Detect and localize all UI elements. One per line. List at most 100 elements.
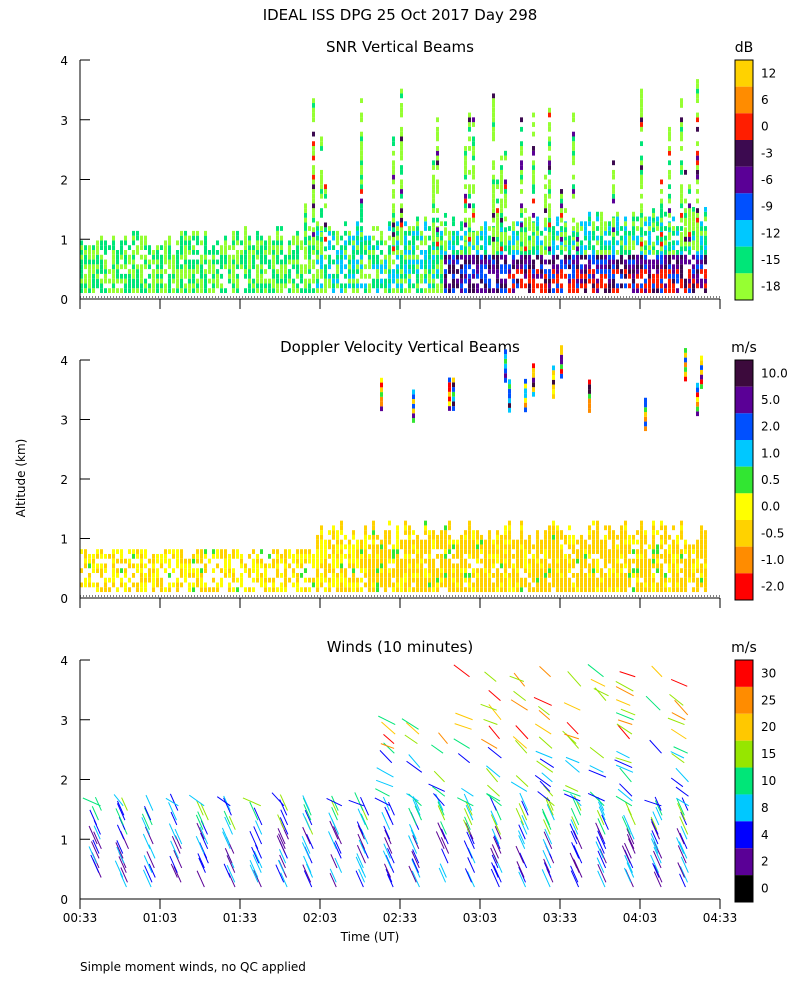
velocity-cell (572, 549, 575, 554)
snr-cell (272, 283, 275, 289)
snr-cell (276, 226, 279, 231)
snr-cell (612, 193, 615, 199)
snr-cell (264, 259, 267, 265)
snr-cell (472, 245, 475, 251)
snr-cell (428, 283, 431, 289)
snr-cell (596, 211, 599, 217)
wind-barb (455, 712, 473, 721)
velocity-cell (580, 573, 583, 578)
velocity-cell (580, 577, 583, 583)
snr-cell (348, 259, 351, 265)
wind-barb (331, 807, 338, 821)
velocity-cell (352, 573, 355, 578)
velocity-cell (700, 525, 703, 531)
velocity-cell (116, 587, 119, 593)
snr-cell (444, 241, 447, 247)
snr-cell (572, 264, 575, 270)
wind-barb (387, 848, 395, 864)
velocity-cell (536, 568, 539, 574)
snr-cell (344, 254, 347, 260)
velocity-cell (532, 382, 535, 388)
snr-cell (128, 245, 131, 251)
velocity-cell (252, 587, 255, 593)
velocity-cell (672, 549, 675, 554)
velocity-cell (380, 382, 383, 388)
wind-barb (195, 835, 205, 854)
snr-cell (500, 250, 503, 255)
wind-barb (521, 800, 529, 816)
velocity-cell (652, 573, 655, 578)
snr-cell (680, 236, 683, 242)
snr-cell (476, 240, 479, 246)
velocity-cell (468, 582, 471, 588)
snr-cell (280, 259, 283, 265)
snr-cell (452, 259, 455, 265)
snr-cell (516, 259, 519, 265)
snr-cell (692, 269, 695, 274)
snr-cell (544, 259, 547, 265)
wind-barb (589, 791, 605, 807)
colorbar-swatch (735, 821, 753, 849)
snr-cell (492, 122, 495, 127)
velocity-cell (664, 587, 667, 593)
snr-cell (232, 240, 235, 246)
snr-cell (80, 259, 83, 265)
snr-cell (200, 240, 203, 246)
snr-cell (564, 246, 567, 252)
wind-barb (651, 821, 660, 840)
snr-cell (316, 226, 319, 231)
snr-cell (392, 222, 395, 228)
snr-cell (600, 273, 603, 279)
velocity-cell (504, 544, 507, 550)
wind-barb (518, 866, 526, 883)
snr-cell (380, 250, 383, 255)
snr-cell (368, 250, 371, 255)
snr-cell (704, 206, 707, 212)
velocity-cell (412, 530, 415, 535)
velocity-cell (700, 539, 703, 545)
snr-cell (572, 141, 575, 147)
wind-barb (653, 864, 663, 883)
velocity-cell (704, 563, 707, 569)
snr-cell (668, 259, 671, 265)
velocity-cell (688, 563, 691, 569)
snr-cell (596, 226, 599, 231)
wind-barb (616, 723, 633, 735)
snr-cell (584, 264, 587, 270)
snr-cell (400, 283, 403, 289)
snr-cell (320, 174, 323, 180)
snr-cell (300, 245, 303, 251)
snr-cell (612, 222, 615, 228)
snr-cell (696, 112, 699, 118)
wind-barb (623, 814, 631, 830)
velocity-cell (668, 568, 671, 574)
snr-cell (96, 264, 99, 270)
snr-cell (336, 273, 339, 279)
snr-cell (484, 235, 487, 241)
snr-cell (492, 179, 495, 185)
snr-cell (548, 169, 551, 175)
snr-cell (120, 240, 123, 246)
snr-cell (496, 269, 499, 274)
snr-cell (248, 288, 251, 294)
snr-cell (160, 245, 163, 251)
wind-barb (486, 765, 501, 778)
snr-cell (464, 230, 467, 236)
snr-cell (256, 273, 259, 279)
snr-cell (564, 259, 567, 265)
snr-cell (636, 254, 639, 260)
velocity-cell (436, 587, 439, 593)
velocity-cell (696, 553, 699, 559)
snr-cell (260, 250, 263, 255)
wind-barb (255, 820, 263, 835)
wind-barb (253, 850, 263, 869)
wind-barb (384, 837, 393, 854)
colorbar-label: 6 (761, 93, 769, 107)
velocity-cell (684, 549, 687, 554)
snr-cell (512, 283, 515, 289)
snr-cell (100, 259, 103, 265)
snr-cell (640, 230, 643, 236)
colorbar-label: 0.5 (761, 473, 780, 487)
velocity-cell (644, 549, 647, 554)
velocity-cell (432, 577, 435, 583)
